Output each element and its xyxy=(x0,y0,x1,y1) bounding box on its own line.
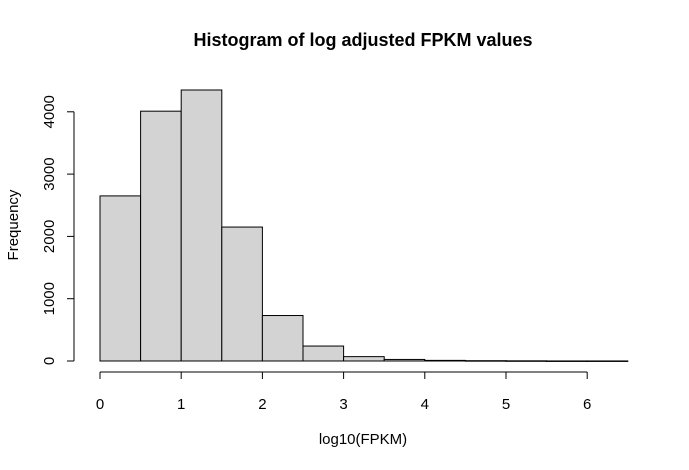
y-tick-label-0: 0 xyxy=(41,357,58,365)
x-axis-label: log10(FPKM) xyxy=(319,431,407,448)
histogram-bar-2 xyxy=(180,89,223,362)
x-tick-label-4: 4 xyxy=(421,396,429,413)
x-tick-label-2: 2 xyxy=(258,396,266,413)
y-tick-label-1: 1000 xyxy=(41,282,58,315)
y-axis-label: Frequency xyxy=(5,189,22,260)
y-tick-label-4: 4000 xyxy=(41,95,58,128)
y-tick-label-2: 2000 xyxy=(41,220,58,253)
y-tick-label-3: 3000 xyxy=(41,157,58,190)
histogram-bar-0 xyxy=(99,195,142,362)
chart-title: Histogram of log adjusted FPKM values xyxy=(193,30,532,50)
histogram-bar-10 xyxy=(505,360,548,362)
histogram-bar-1 xyxy=(140,110,182,362)
y-axis: 0 1000 2000 3000 4000 xyxy=(41,95,75,365)
histogram-bar-5 xyxy=(302,345,345,362)
histogram-bar-11 xyxy=(546,360,588,362)
x-tick-label-3: 3 xyxy=(339,396,347,413)
x-tick-label-0: 0 xyxy=(96,396,104,413)
x-tick-label-1: 1 xyxy=(177,396,185,413)
histogram-bar-12 xyxy=(586,360,629,362)
x-tick-label-6: 6 xyxy=(583,396,591,413)
histogram-bar-9 xyxy=(464,360,507,362)
x-axis: 0 1 2 3 4 5 6 xyxy=(96,371,591,413)
histogram-bar-4 xyxy=(261,315,304,362)
bars-group xyxy=(99,89,629,362)
x-tick-label-5: 5 xyxy=(502,396,510,413)
histogram-bar-6 xyxy=(343,356,385,362)
histogram-bar-7 xyxy=(383,358,426,362)
histogram-bar-8 xyxy=(424,359,466,362)
histogram-bar-3 xyxy=(221,226,263,362)
